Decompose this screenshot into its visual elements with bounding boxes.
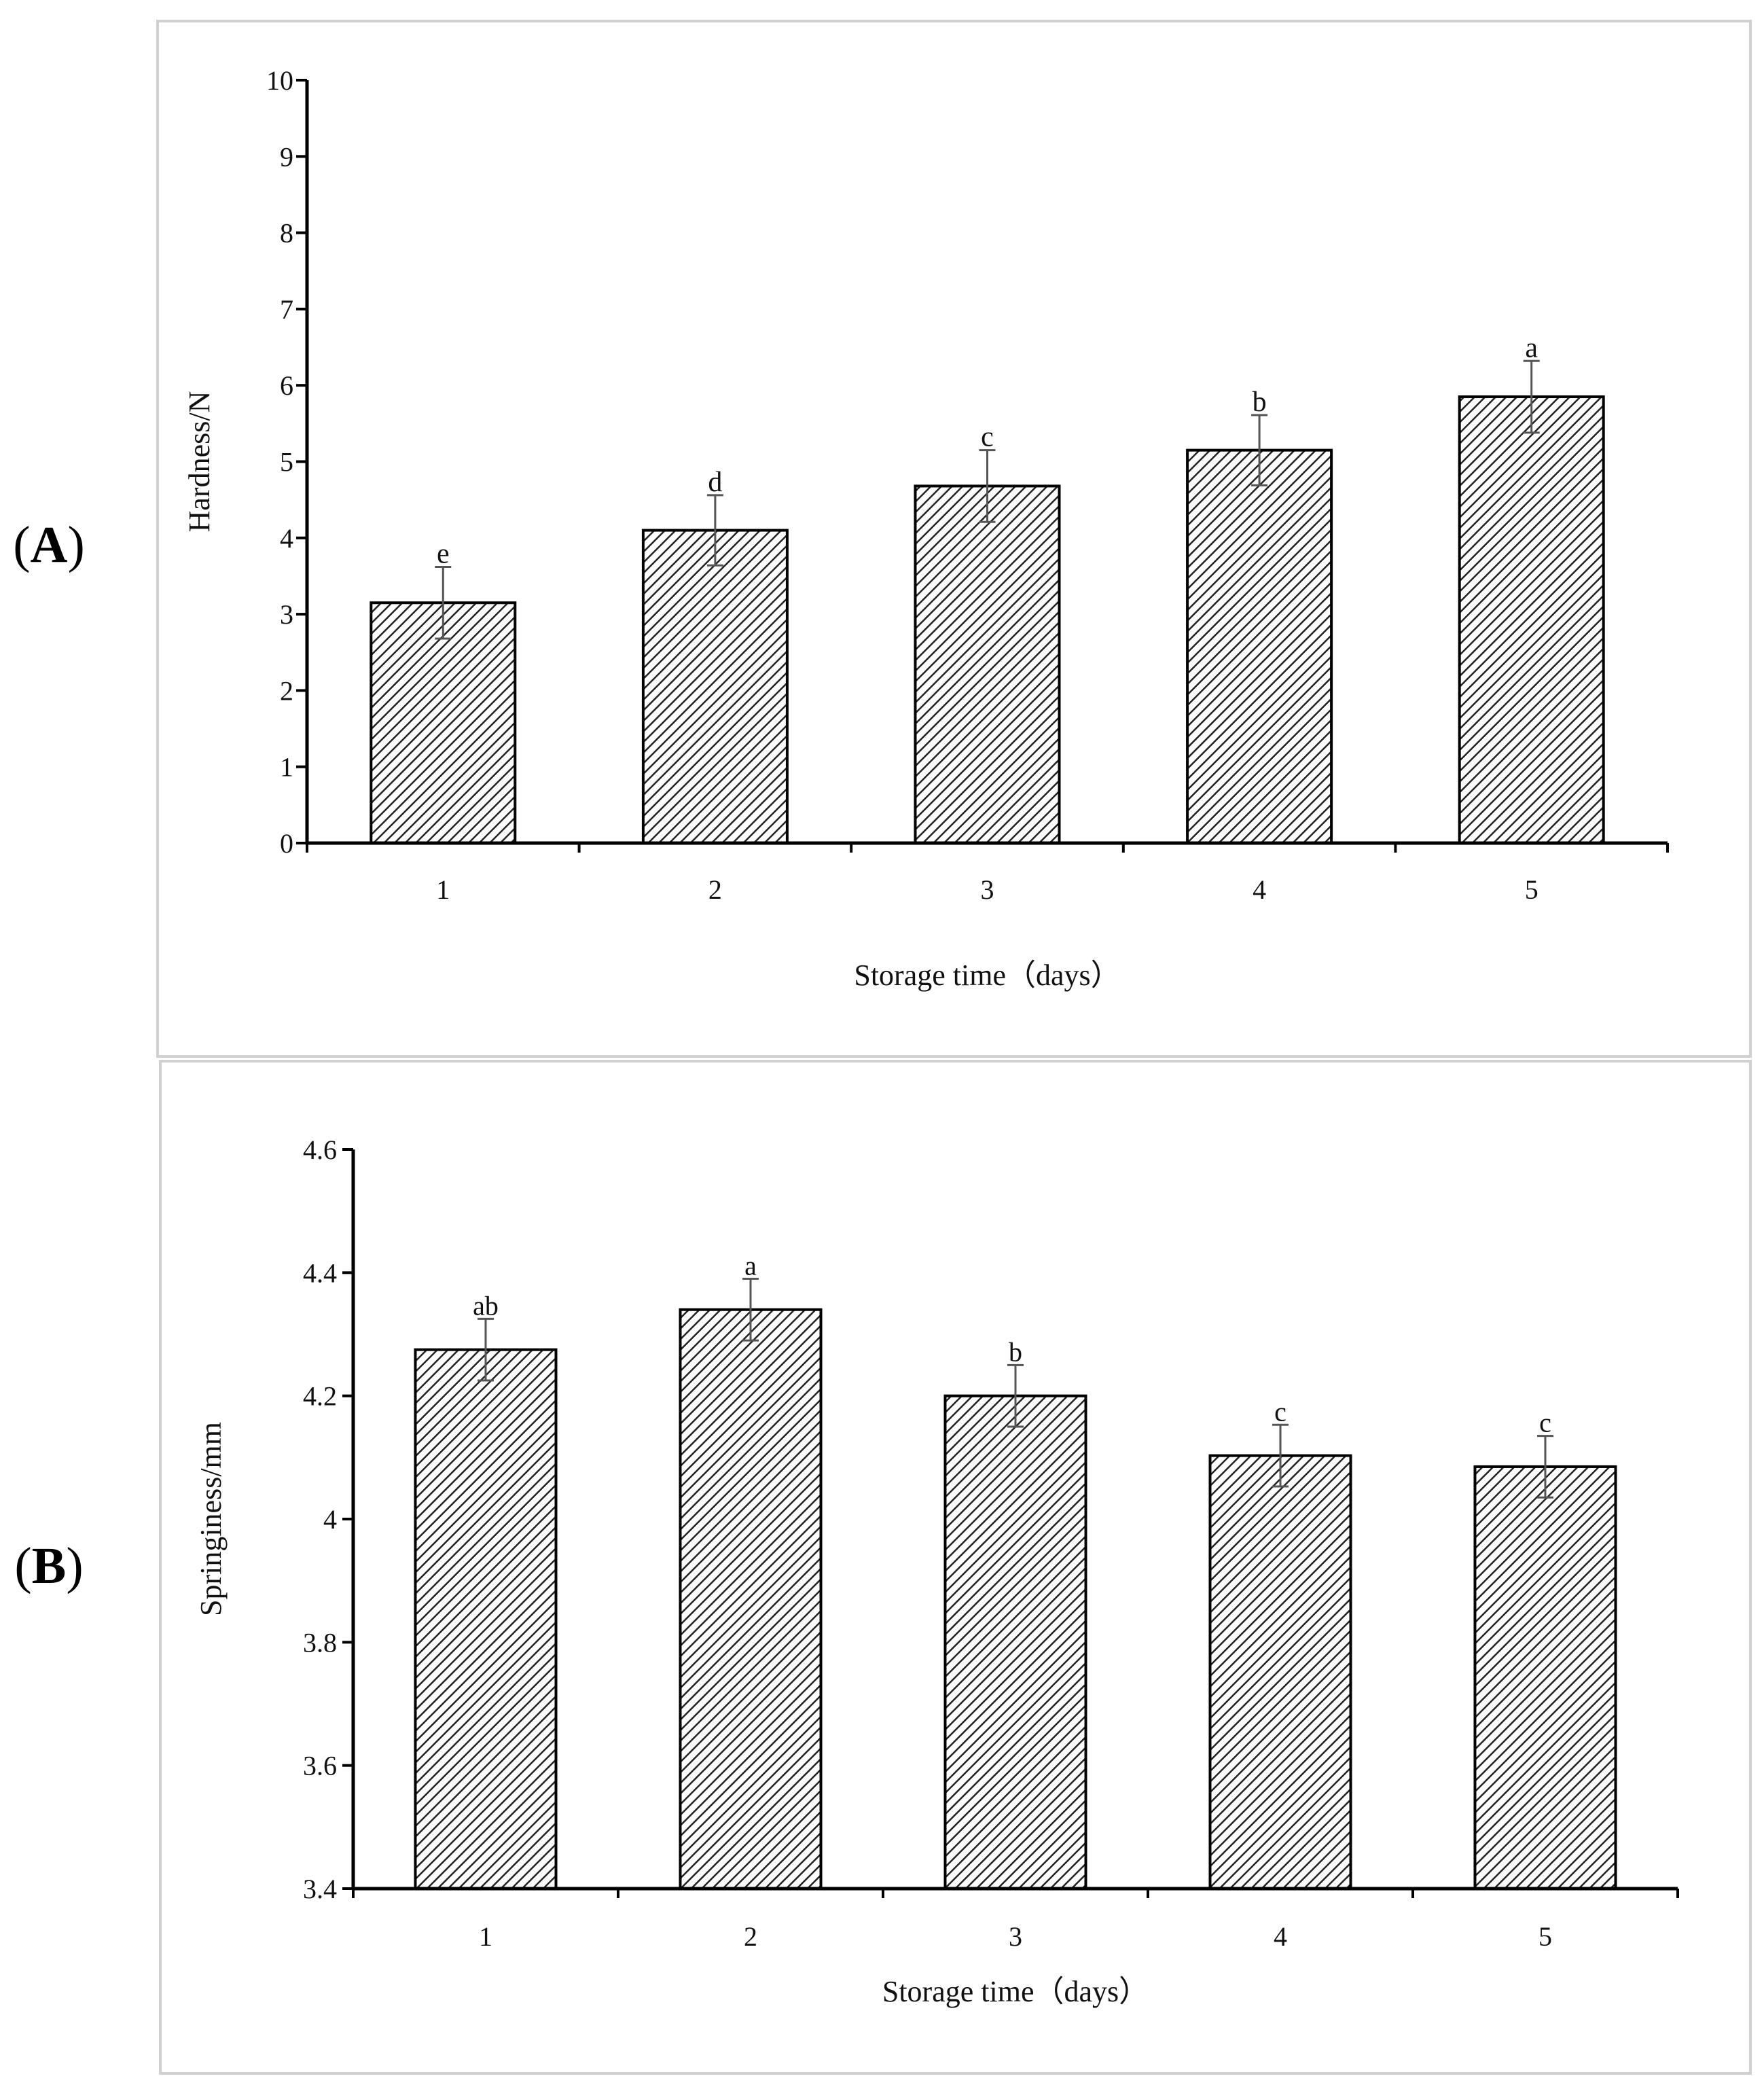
- y-tick-label: 3: [280, 599, 293, 630]
- y-tick-label: 9: [280, 141, 293, 172]
- y-axis-title: Springiness/mm: [194, 1422, 228, 1616]
- significance-label: a: [744, 1250, 757, 1281]
- y-axis-title: Hardness/N: [183, 391, 216, 533]
- x-tick-label: 4: [1253, 874, 1266, 905]
- y-tick-label: 0: [280, 828, 293, 859]
- bar: [414, 1348, 558, 1890]
- bar: [370, 601, 517, 844]
- bar: [1458, 395, 1605, 844]
- bar: [1473, 1465, 1617, 1890]
- y-tick-label: 4: [280, 523, 293, 554]
- y-tick-label: 6: [280, 370, 293, 401]
- significance-label: c: [1274, 1396, 1286, 1427]
- significance-label: e: [437, 538, 450, 569]
- significance-label: c: [981, 422, 994, 453]
- x-tick-label: 1: [479, 1921, 492, 1952]
- bar: [914, 484, 1061, 844]
- x-tick-label: 5: [1525, 874, 1538, 905]
- y-tick-label: 10: [266, 65, 293, 96]
- x-tick-label: 3: [1009, 1921, 1022, 1952]
- y-tick-label: 4.4: [303, 1257, 337, 1288]
- x-tick-label: 3: [981, 874, 994, 905]
- x-axis-title: Storage time（days）: [854, 959, 1120, 992]
- significance-label: ab: [473, 1290, 499, 1321]
- y-tick-label: 4: [323, 1504, 337, 1535]
- significance-label: d: [708, 467, 722, 498]
- panel-b-label: (B): [14, 1537, 83, 1594]
- y-tick-label: 3.8: [303, 1627, 337, 1658]
- y-tick-label: 1: [280, 752, 293, 783]
- bar: [1186, 448, 1333, 844]
- x-tick-label: 2: [708, 874, 722, 905]
- y-tick-label: 7: [280, 294, 293, 325]
- bar: [1208, 1454, 1352, 1890]
- bar: [641, 529, 789, 844]
- panel-a-label: (A): [13, 516, 85, 573]
- y-tick-label: 3.4: [303, 1874, 337, 1904]
- x-tick-label: 2: [744, 1921, 757, 1952]
- significance-label: b: [1253, 387, 1267, 418]
- springiness-chart: ab 1 a 2 b 3 c 4 c 5 3.4 3.6 3.8 4 4.2 4.4 4.6 Storage ti…: [194, 1135, 1679, 2008]
- y-tick-label: 5: [280, 447, 293, 478]
- y-tick-label: 4.2: [303, 1381, 337, 1412]
- y-tick-label: 2: [280, 675, 293, 706]
- bar: [679, 1308, 823, 1890]
- hardness-chart: e 1 d 2 c 3 b 4 a 5 0 1 2 3 4 5 6 7 8 9 10 Storage time（days）…: [183, 65, 1669, 992]
- x-tick-label: 5: [1538, 1921, 1552, 1952]
- significance-label: b: [1009, 1336, 1022, 1367]
- y-tick-label: 8: [280, 218, 293, 249]
- x-tick-label: 1: [436, 874, 450, 905]
- bar: [943, 1394, 1087, 1891]
- x-axis-title: Storage time（days）: [882, 1975, 1149, 2008]
- significance-label: a: [1525, 332, 1538, 363]
- y-tick-label: 3.6: [303, 1751, 337, 1781]
- x-tick-label: 4: [1274, 1921, 1287, 1952]
- y-tick-label: 4.6: [303, 1135, 337, 1165]
- significance-label: c: [1539, 1408, 1551, 1438]
